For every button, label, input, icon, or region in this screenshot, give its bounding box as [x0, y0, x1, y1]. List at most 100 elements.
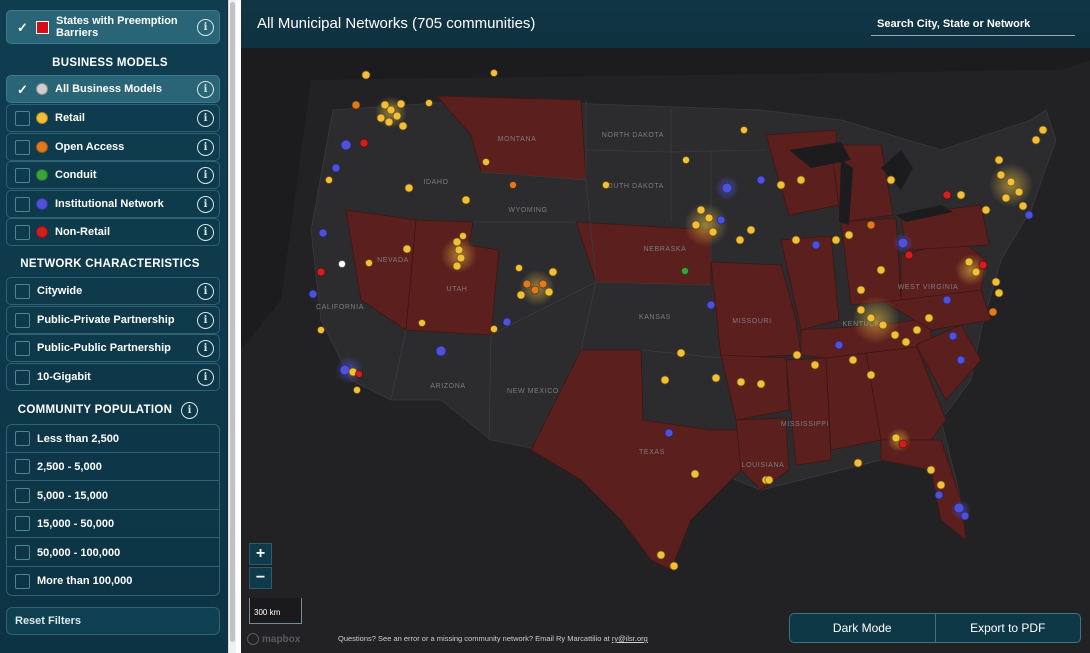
marker-institutional[interactable]	[934, 490, 944, 500]
marker-retail[interactable]	[901, 337, 911, 347]
marker-non-retail[interactable]	[359, 138, 369, 148]
marker-retail[interactable]	[981, 205, 991, 215]
marker-other[interactable]	[338, 260, 346, 268]
marker-retail[interactable]	[490, 69, 498, 77]
marker-retail[interactable]	[1031, 135, 1041, 145]
checkbox[interactable]	[15, 459, 30, 474]
marker-retail[interactable]	[660, 375, 670, 385]
marker-institutional[interactable]	[340, 139, 352, 151]
marker-retail[interactable]	[418, 319, 426, 327]
marker-retail[interactable]	[878, 320, 888, 330]
info-icon[interactable]: i	[197, 167, 214, 184]
checkbox[interactable]	[15, 139, 30, 155]
zoom-in-button[interactable]: +	[249, 543, 272, 565]
marker-retail[interactable]	[856, 285, 866, 295]
marker-institutional[interactable]	[953, 502, 965, 514]
us-map[interactable]: MONTANA NORTH DAKOTA SOUTH DAKOTA IDAHO …	[241, 0, 1090, 653]
scrollbar-thumb[interactable]	[230, 2, 235, 642]
marker-conduit[interactable]	[681, 267, 689, 275]
filter-pop-50000-100000[interactable]: 50,000 - 100,000	[7, 539, 219, 567]
marker-retail[interactable]	[994, 155, 1004, 165]
marker-retail[interactable]	[452, 237, 462, 247]
marker-retail[interactable]	[384, 117, 394, 127]
marker-open-access[interactable]	[522, 279, 532, 289]
checkbox[interactable]	[15, 196, 30, 212]
info-icon[interactable]: i	[197, 283, 214, 300]
marker-open-access[interactable]	[530, 285, 540, 295]
marker-retail[interactable]	[454, 245, 464, 255]
marker-institutional[interactable]	[756, 175, 766, 185]
marker-institutional[interactable]	[435, 345, 447, 357]
marker-retail[interactable]	[756, 379, 766, 389]
marker-retail[interactable]	[516, 290, 526, 300]
marker-retail[interactable]	[956, 190, 966, 200]
marker-institutional[interactable]	[502, 317, 512, 327]
marker-institutional[interactable]	[960, 511, 970, 521]
marker-retail[interactable]	[711, 373, 721, 383]
marker-retail[interactable]	[482, 158, 490, 166]
marker-non-retail[interactable]	[355, 370, 363, 378]
checkbox[interactable]	[15, 340, 30, 356]
marker-non-retail[interactable]	[942, 190, 952, 200]
marker-retail[interactable]	[776, 180, 786, 190]
sidebar-scrollbar[interactable]	[228, 0, 236, 653]
reset-filters-button[interactable]: Reset Filters	[6, 607, 220, 635]
marker-retail[interactable]	[971, 267, 981, 277]
info-icon[interactable]: i	[197, 19, 214, 36]
marker-retail[interactable]	[831, 235, 841, 245]
marker-retail[interactable]	[515, 264, 523, 272]
marker-institutional[interactable]	[339, 364, 351, 376]
marker-retail[interactable]	[996, 170, 1006, 180]
checkbox[interactable]	[15, 573, 30, 589]
marker-retail[interactable]	[380, 100, 390, 110]
marker-retail[interactable]	[602, 181, 610, 189]
marker-retail[interactable]	[456, 253, 466, 263]
marker-retail[interactable]	[936, 480, 946, 490]
info-icon[interactable]: i	[197, 369, 214, 386]
filter-pop-gt-100000[interactable]: More than 100,000	[7, 567, 219, 595]
marker-institutional[interactable]	[721, 182, 733, 194]
marker-institutional[interactable]	[956, 355, 966, 365]
checkbox[interactable]	[15, 224, 30, 240]
marker-retail[interactable]	[886, 175, 896, 185]
marker-institutional[interactable]	[706, 300, 716, 310]
marker-institutional[interactable]	[942, 295, 952, 305]
marker-open-access[interactable]	[866, 220, 876, 230]
filter-pop-15000-50000[interactable]: 15,000 - 50,000	[7, 510, 219, 538]
marker-retail[interactable]	[353, 386, 361, 394]
marker-retail[interactable]	[792, 350, 802, 360]
checkbox[interactable]	[15, 516, 30, 531]
marker-institutional[interactable]	[308, 289, 318, 299]
marker-retail[interactable]	[669, 561, 679, 571]
marker-retail[interactable]	[924, 313, 934, 323]
marker-retail[interactable]	[964, 257, 974, 267]
info-icon[interactable]: i	[181, 402, 198, 419]
state-louisiana[interactable]	[735, 417, 790, 491]
marker-institutional[interactable]	[664, 428, 674, 438]
checkbox[interactable]	[15, 312, 30, 328]
marker-retail[interactable]	[1018, 201, 1028, 211]
marker-retail[interactable]	[392, 111, 402, 121]
mapbox-logo[interactable]: mapbox	[247, 633, 300, 645]
marker-retail[interactable]	[810, 360, 820, 370]
export-pdf-button[interactable]: Export to PDF	[934, 614, 1081, 642]
info-icon[interactable]: i	[197, 224, 214, 241]
marker-institutional[interactable]	[1024, 210, 1034, 220]
marker-institutional[interactable]	[897, 237, 909, 249]
marker-institutional[interactable]	[811, 240, 821, 250]
filter-all-business-models[interactable]: ✓ All Business Models i	[6, 75, 220, 103]
filter-public-private[interactable]: Public-Private Partnership i	[6, 306, 220, 334]
marker-retail[interactable]	[740, 126, 748, 134]
checkbox[interactable]	[15, 283, 30, 299]
marker-retail[interactable]	[866, 370, 876, 380]
marker-retail[interactable]	[708, 227, 718, 237]
marker-institutional[interactable]	[716, 215, 726, 225]
marker-retail[interactable]	[856, 305, 866, 315]
marker-retail[interactable]	[764, 475, 774, 485]
marker-retail[interactable]	[490, 325, 498, 333]
marker-open-access[interactable]	[509, 181, 517, 189]
filter-non-retail[interactable]: Non-Retail i	[6, 218, 220, 246]
marker-institutional[interactable]	[331, 163, 341, 173]
marker-retail[interactable]	[1038, 125, 1048, 135]
checkbox[interactable]	[15, 110, 30, 126]
